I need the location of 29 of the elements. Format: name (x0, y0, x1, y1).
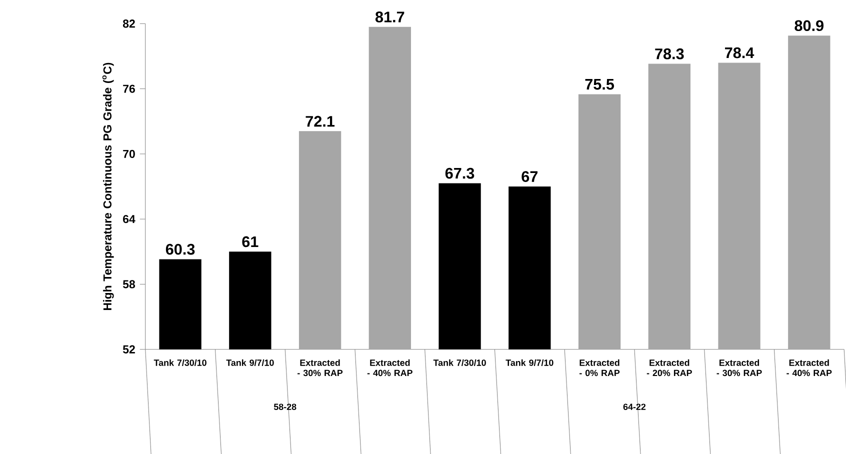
data-label: 78.3 (655, 48, 684, 60)
y-tick-label: 64 (123, 214, 136, 224)
x-tick-label: Tank 9/7/10 (506, 359, 554, 366)
data-label: 67.3 (445, 168, 474, 179)
data-label: 61 (242, 236, 258, 248)
data-label: 67 (522, 171, 538, 182)
data-label: 72.1 (306, 116, 335, 127)
data-label: 80.9 (794, 20, 824, 32)
y-tick-label: 70 (123, 150, 135, 158)
y-tick-label: 52 (122, 345, 135, 354)
x-tick-label: Extracted - 0% RAP (580, 359, 620, 376)
x-tick-label: Tank 9/7/10 (226, 359, 274, 366)
x-tick-label: Extracted - 30% RAP (298, 359, 343, 376)
data-label: 81.7 (375, 11, 404, 22)
y-tick-label: 58 (122, 280, 136, 288)
y-tick-label: 76 (123, 84, 135, 93)
x-tick-label: Extracted - 20% RAP (646, 359, 692, 376)
data-label: 78.4 (725, 47, 754, 58)
text: 58-28 (274, 404, 296, 410)
data-label: 75.5 (585, 78, 614, 90)
y-tick-label: 82 (122, 20, 135, 28)
x-tick-label: Tank 7/30/10 (154, 359, 206, 366)
text: 64-22 (623, 404, 646, 410)
x-tick-label: Tank 7/30/10 (433, 359, 486, 366)
y-axis-title: High Temperature Continuous PG Grade ($^{o}$C) (102, 62, 114, 310)
x-tick-label: Extracted - 40% RAP (367, 359, 412, 376)
x-tick-label: Extracted - 30% RAP (716, 359, 762, 376)
x-tick-label: Extracted - 40% RAP (786, 359, 832, 376)
data-label: 60.3 (166, 244, 195, 255)
